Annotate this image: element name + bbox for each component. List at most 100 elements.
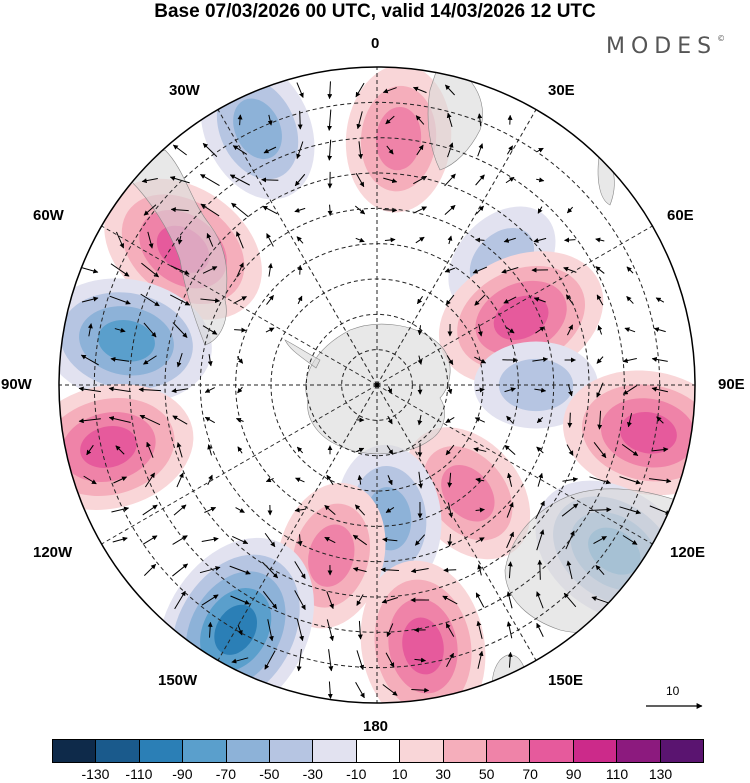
logo-mark: ©: [717, 34, 726, 43]
wind-arrow-1: [327, 81, 333, 100]
meridian-150: [376, 384, 537, 661]
wind-arrow-168: [656, 416, 664, 424]
colorbar-labels: -130 -110 -90 -70 -50 -30 -10 10 30 50 70 90 110 130: [52, 766, 704, 783]
wind-arrow-202: [537, 472, 544, 487]
wind-arrow-291: [356, 650, 365, 671]
wind-arrow-81: [444, 267, 456, 273]
wind-arrow-214: [324, 505, 336, 515]
colorbar-swatch-8: [400, 740, 444, 762]
wind-arrow-152: [78, 418, 101, 424]
wind-arrow-53: [444, 204, 456, 216]
wind-arrow-155: [172, 415, 188, 425]
wind-arrow-187: [652, 447, 669, 453]
wind-arrow-292: [385, 652, 395, 668]
wind-arrow-211: [235, 507, 245, 513]
wind-arrow-189: [113, 476, 128, 484]
parallel-70: [129, 137, 625, 633]
colorbar-label-7: 10: [391, 766, 408, 782]
wind-arrow-213: [294, 507, 305, 513]
wind-arrow-208: [142, 504, 158, 516]
wind-arrow-106: [114, 327, 126, 333]
wind-arrow-5: [445, 84, 455, 96]
anomaly-cell-6: [474, 341, 598, 429]
wind-arrow-44: [170, 207, 189, 213]
wind-arrow-175: [296, 446, 304, 454]
colorbar-swatch-5: [270, 740, 314, 762]
wind-arrow-123: [143, 355, 157, 365]
wind-arrow-235: [382, 537, 398, 543]
wind-arrow-209: [173, 504, 187, 516]
wind-arrow-12: [415, 115, 425, 125]
wind-arrow-60: [206, 232, 214, 247]
wind-arrow-231: [264, 532, 276, 548]
wind-arrow-134: [622, 358, 637, 363]
wind-arrow-275: [207, 621, 213, 638]
wind-arrow-185: [593, 442, 607, 459]
colorbar-label-12: 110: [605, 766, 629, 782]
wind-arrow-244: [143, 564, 157, 576]
wind-arrow-295: [477, 650, 484, 669]
wind-arrow-230: [232, 536, 249, 544]
wind-arrow-29: [141, 177, 158, 184]
wind-arrow-180: [445, 444, 455, 456]
colorbar-swatch-7: [356, 740, 401, 762]
wind-arrow-146: [504, 387, 516, 393]
wind-arrow-50: [354, 205, 366, 215]
wind-arrow-140: [204, 387, 215, 393]
wind-arrow-242: [593, 535, 607, 545]
colorbar-label-6: -10: [346, 766, 367, 782]
wind-arrow-13: [446, 112, 453, 127]
wind-arrow-177: [356, 447, 365, 453]
wind-arrow-128: [446, 355, 454, 365]
wind-arrow-170: [115, 445, 125, 455]
meridian-330: [217, 109, 378, 386]
anomaly-cell-5: [59, 278, 212, 404]
wind-arrow-145: [475, 387, 485, 393]
wind-arrow-22: [358, 141, 363, 160]
wind-arrow-243: [622, 535, 638, 545]
wind-arrow-258: [566, 560, 573, 580]
wind-arrow-195: [326, 474, 334, 486]
wind-arrow-186: [621, 443, 639, 457]
wind-arrow-89: [109, 295, 131, 305]
reference-vector: 10: [640, 684, 710, 714]
wind-arrow-45: [200, 203, 220, 217]
wind-arrow-90: [140, 293, 160, 307]
wind-arrow-2: [355, 82, 365, 98]
wind-arrow-257: [537, 559, 543, 580]
colorbar-swatch-12: [573, 740, 618, 762]
anomaly-contour-13-3: [402, 617, 444, 675]
wind-arrow-111: [265, 327, 275, 333]
colorbar-label-10: 70: [522, 766, 538, 782]
wind-arrow-61: [236, 231, 244, 249]
wind-arrow-181: [473, 447, 487, 453]
colorbar-swatch-6: [313, 740, 357, 762]
africa-land: [427, 67, 483, 171]
lon-label-30e: 30E: [548, 82, 575, 99]
wind-arrow-7: [267, 114, 273, 126]
wind-arrow-18: [232, 145, 248, 155]
colorbar-label-5: -30: [302, 766, 323, 782]
colorbar-label-11: 90: [565, 766, 582, 782]
anomaly-cell-13: [360, 560, 486, 703]
wind-arrow-137: [108, 386, 131, 393]
antarctic-peninsula-land: [284, 339, 321, 369]
reference-vector-label: 10: [666, 684, 680, 698]
wind-arrow-172: [176, 442, 183, 458]
wind-arrow-249: [294, 561, 306, 580]
colorbar-swatch-4: [226, 740, 271, 762]
wind-arrow-290: [328, 649, 334, 672]
wind-arrow-277: [267, 619, 274, 642]
wind-arrow-114: [477, 323, 483, 337]
colorbar-label-1: -110: [125, 766, 153, 782]
wind-arrow-72: [595, 237, 605, 243]
parallel-10: [341, 349, 413, 421]
anomaly-contour-1-2: [233, 98, 282, 160]
wind-arrow-11: [385, 115, 395, 125]
wind-arrow-220: [506, 501, 514, 518]
wind-arrow-24: [416, 144, 424, 156]
wind-arrow-192: [207, 474, 213, 486]
wind-arrow-97: [445, 294, 455, 306]
wind-arrow-233: [324, 536, 336, 544]
graticule: [59, 67, 695, 703]
